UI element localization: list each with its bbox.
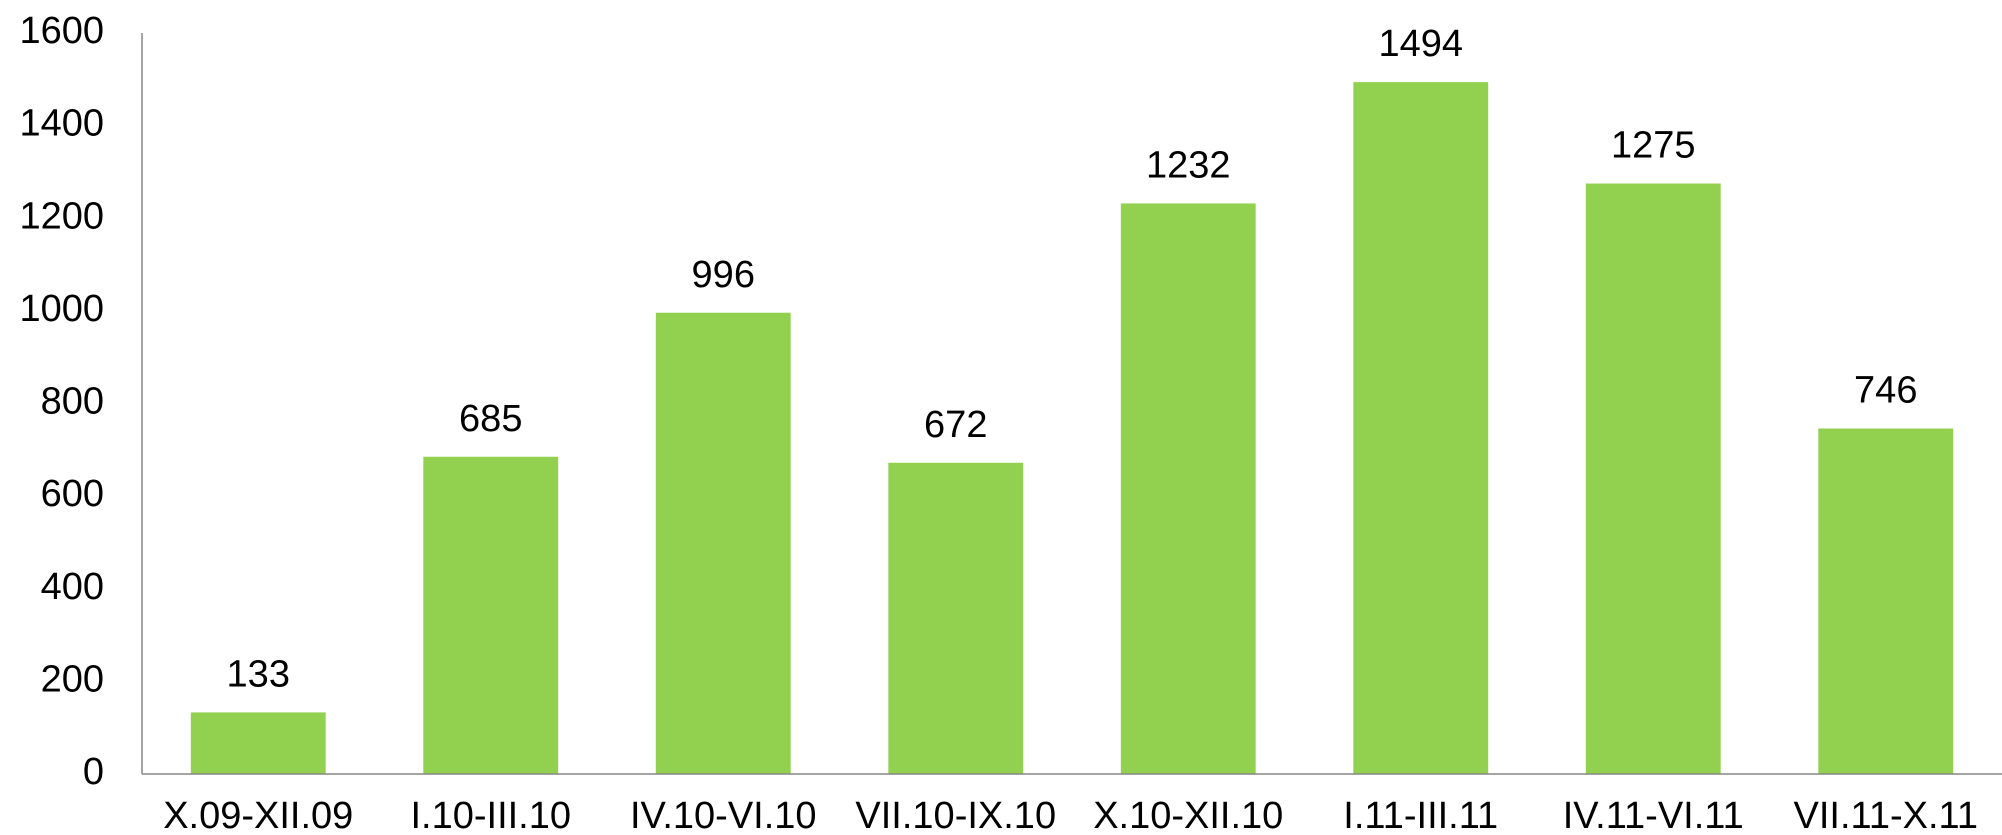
bar — [1353, 82, 1489, 774]
y-tick-label: 1200 — [19, 195, 104, 237]
bar — [888, 462, 1024, 774]
x-tick-label: IV.10-VI.10 — [630, 795, 817, 835]
y-tick-label: 1000 — [19, 288, 104, 330]
y-tick-label: 200 — [41, 658, 104, 700]
x-tick-label: I.10-III.10 — [410, 795, 571, 835]
data-label: 672 — [924, 404, 987, 446]
y-tick-label: 1600 — [19, 10, 104, 52]
y-tick-label: 400 — [41, 566, 104, 608]
data-label: 746 — [1854, 370, 1917, 412]
x-tick-label: X.10-XII.10 — [1093, 795, 1283, 835]
x-tick-label: I.11-III.11 — [1343, 795, 1498, 835]
data-label: 996 — [692, 254, 755, 296]
y-tick-label: 0 — [83, 751, 104, 793]
x-tick-label: X.09-XII.09 — [163, 795, 353, 835]
x-tick-label: IV.11-VI.11 — [1563, 795, 1744, 835]
bar — [1585, 183, 1721, 774]
bar — [190, 712, 326, 774]
bar — [1120, 203, 1256, 774]
data-label: 1275 — [1611, 125, 1696, 167]
y-tick-label: 600 — [41, 473, 104, 515]
y-tick-label: 1400 — [19, 103, 104, 145]
data-label: 1232 — [1146, 144, 1231, 186]
x-tick-label: VII.10-IX.10 — [855, 795, 1056, 835]
y-tick-label: 800 — [41, 381, 104, 423]
data-label: 133 — [227, 653, 290, 695]
bar — [423, 456, 559, 774]
data-label: 1494 — [1378, 23, 1463, 65]
data-label: 685 — [459, 398, 522, 440]
bar — [655, 312, 791, 774]
bar — [1818, 428, 1954, 774]
x-tick-label: VII.11-X.11 — [1794, 795, 1978, 835]
